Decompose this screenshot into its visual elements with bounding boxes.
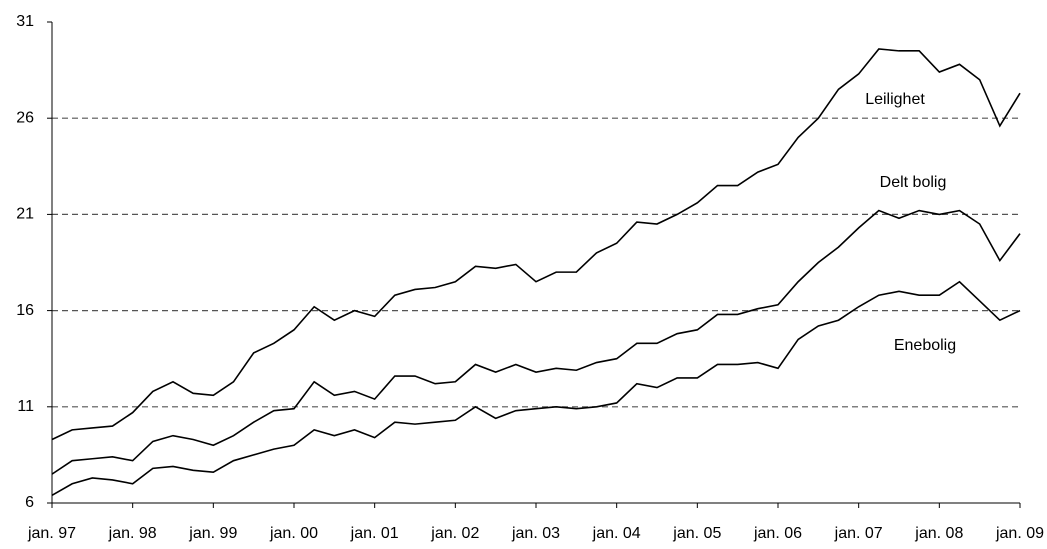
y-tick-label: 6 xyxy=(25,494,34,511)
series-line xyxy=(51,280,1021,496)
x-tick-label: jan. 00 xyxy=(269,525,318,542)
series-label: Enebolig xyxy=(894,337,956,354)
x-tick-label: jan. 03 xyxy=(511,525,560,542)
x-tick-label: jan. 02 xyxy=(430,525,479,542)
x-tick-label: jan. 98 xyxy=(108,525,157,542)
x-tick-label: jan. 04 xyxy=(592,525,641,542)
series-line xyxy=(51,48,1021,441)
y-tick-label: 21 xyxy=(16,206,34,223)
y-tick-label: 26 xyxy=(16,109,34,126)
y-tick-label: 31 xyxy=(16,13,34,30)
x-tick-label: jan. 06 xyxy=(753,525,802,542)
x-tick-label: jan. 09 xyxy=(995,525,1044,542)
x-tick-label: jan. 99 xyxy=(188,525,237,542)
x-tick-label: jan. 07 xyxy=(834,525,883,542)
series-line xyxy=(51,209,1021,475)
series-label: Leilighet xyxy=(865,91,925,108)
x-tick-label: jan. 08 xyxy=(914,525,963,542)
x-tick-label: jan. 97 xyxy=(27,525,76,542)
series-label: Delt bolig xyxy=(880,174,947,191)
x-tick-label: jan. 01 xyxy=(350,525,399,542)
y-tick-label: 11 xyxy=(17,398,34,415)
y-tick-label: 16 xyxy=(16,302,34,319)
x-tick-label: jan. 05 xyxy=(672,525,721,542)
